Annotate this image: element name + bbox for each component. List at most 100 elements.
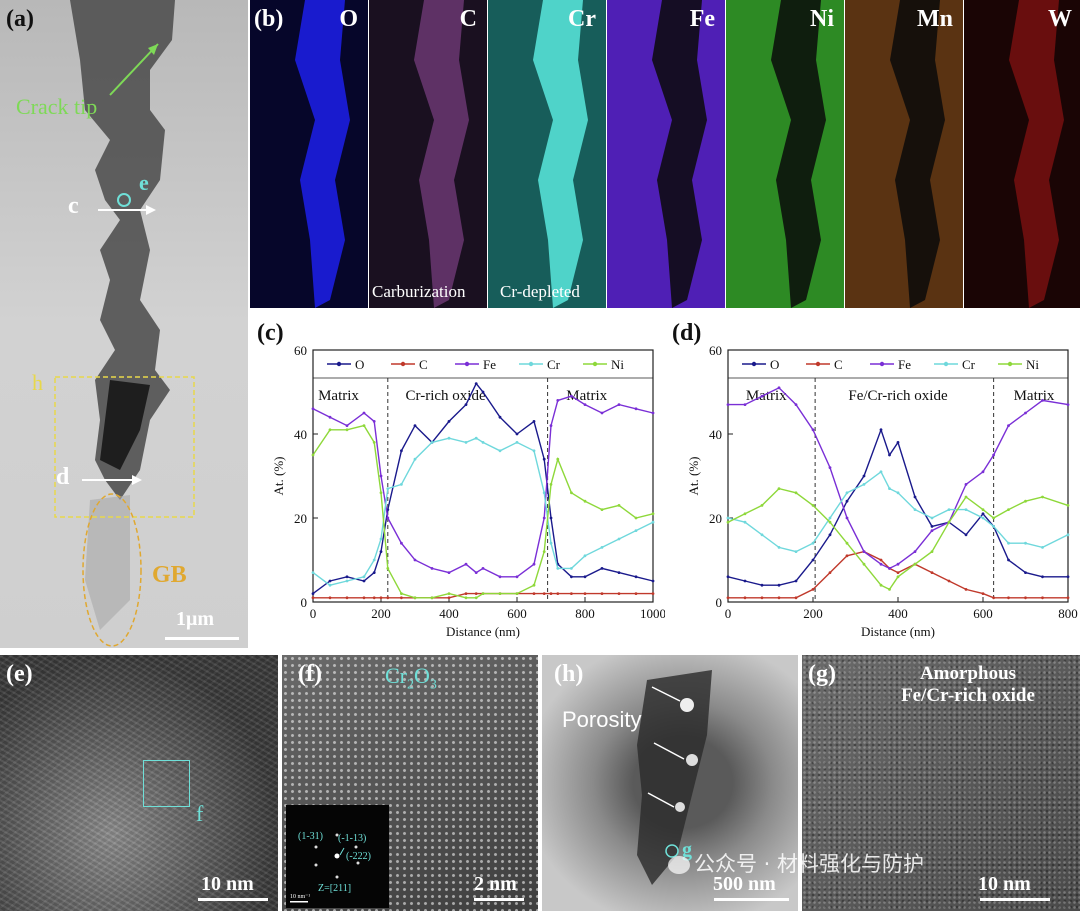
series-point-cr xyxy=(828,516,832,520)
series-point-cr xyxy=(583,554,587,558)
panel-b-label: (b) xyxy=(254,6,284,32)
series-point-fe xyxy=(964,483,968,486)
x-tick-label: 1000 xyxy=(640,606,665,621)
series-point-o xyxy=(1066,575,1070,579)
panel-e-label: (e) xyxy=(6,661,33,687)
x-tick-label: 800 xyxy=(575,606,595,621)
series-point-ni xyxy=(570,491,573,495)
series-point-c xyxy=(583,592,587,595)
series-point-cr xyxy=(777,546,781,549)
series-point-fe xyxy=(651,411,655,415)
series-point-o xyxy=(498,415,502,419)
series-point-o xyxy=(1041,575,1044,579)
y-tick-label: 20 xyxy=(709,511,722,526)
crack-signal xyxy=(652,0,707,308)
x-tick-label: 200 xyxy=(803,606,823,621)
scale-bar-f xyxy=(474,898,524,901)
eds-map-cr: Cr Cr-depleted xyxy=(488,0,606,308)
series-line-o xyxy=(312,382,654,595)
series-point-o xyxy=(888,453,891,457)
eds-map-title: C xyxy=(459,6,477,32)
region-f-box xyxy=(143,760,190,807)
series-point-fe xyxy=(400,541,403,545)
region-label: Matrix xyxy=(318,388,359,404)
marker-c-label: c xyxy=(68,193,79,219)
series-point-c xyxy=(600,592,604,595)
diff-spot xyxy=(335,875,339,879)
region-label: Cr-rich oxide xyxy=(406,388,486,404)
crack-signal xyxy=(533,0,588,308)
series-point-c xyxy=(879,558,883,562)
series-point-ni xyxy=(532,583,536,587)
marker-f-label: f xyxy=(196,801,204,826)
inset-scale-bar xyxy=(290,901,308,903)
series-point-ni xyxy=(743,512,747,516)
series-point-o xyxy=(542,457,546,461)
series-point-ni xyxy=(879,583,883,587)
series-point-o xyxy=(481,390,485,394)
series-point-fe xyxy=(532,562,536,566)
series-point-cr xyxy=(992,525,996,528)
series-point-o xyxy=(464,403,468,406)
series-point-ni xyxy=(362,424,366,427)
series-point-c xyxy=(811,588,815,591)
series-point-ni xyxy=(828,520,832,524)
series-point-ni xyxy=(542,550,546,553)
series-point-cr xyxy=(617,537,621,541)
series-point-cr xyxy=(556,567,560,570)
series-point-ni xyxy=(400,592,403,595)
series-point-ni xyxy=(1007,508,1010,511)
diff-spot xyxy=(314,845,318,849)
series-point-o xyxy=(362,579,366,583)
series-point-cr xyxy=(311,571,315,574)
series-point-c xyxy=(896,571,900,574)
series-point-fe xyxy=(498,575,502,579)
legend-marker xyxy=(336,361,342,367)
series-line-o xyxy=(727,427,1068,586)
series-point-cr xyxy=(379,537,383,541)
legend-marker xyxy=(751,361,757,367)
legend-entry: Fe xyxy=(898,357,911,372)
series-point-c xyxy=(947,579,951,583)
series-point-c xyxy=(760,596,764,600)
series-point-o xyxy=(1007,558,1010,562)
panel-b-eds-maps: O (b) C Carburization Cr Cr-depleted Fe Ni Mn W xyxy=(250,0,1080,308)
eds-map-signal xyxy=(533,0,588,308)
series-point-o xyxy=(879,428,883,432)
grain-boundary-ellipse xyxy=(82,493,142,647)
panel-g-hrtem: (g) Amorphous Fe/Cr-rich oxide 10 nm xyxy=(802,655,1080,911)
series-point-cr xyxy=(481,441,485,444)
scale-bar-e-label: 10 nm xyxy=(201,873,254,895)
series-point-fe xyxy=(726,403,730,406)
wechat-icon xyxy=(668,856,690,874)
crack-tip-label: Crack tip xyxy=(16,94,98,119)
y-tick-label: 40 xyxy=(294,427,307,442)
series-point-c xyxy=(743,596,747,600)
series-point-cr xyxy=(549,541,553,545)
series-point-cr xyxy=(794,550,798,553)
y-tick-label: 60 xyxy=(294,343,307,358)
series-point-ni xyxy=(372,441,376,444)
series-point-ni xyxy=(379,491,383,495)
series-point-fe xyxy=(981,470,985,474)
panel-a-label: (a) xyxy=(6,6,34,32)
series-point-fe xyxy=(992,453,996,457)
marker-d-label: d xyxy=(56,464,70,490)
legend-marker xyxy=(943,361,949,367)
series-point-o xyxy=(311,592,315,595)
series-point-fe xyxy=(1041,399,1044,402)
series-point-c xyxy=(556,592,560,595)
eds-map-mn: Mn xyxy=(845,0,963,308)
series-point-c xyxy=(570,592,573,595)
series-point-o xyxy=(896,441,900,444)
series-point-ni xyxy=(760,504,764,507)
series-point-o xyxy=(811,558,815,562)
series-point-ni xyxy=(515,592,519,595)
series-point-ni xyxy=(992,516,996,520)
diff-spot xyxy=(354,845,358,849)
legend-entry: O xyxy=(770,357,779,372)
eds-map-signal xyxy=(295,0,350,308)
eds-map-signal xyxy=(652,0,707,308)
panel-g-label: (g) xyxy=(808,661,836,687)
panel-e-hrtem: (e) f 10 nm xyxy=(0,655,278,911)
